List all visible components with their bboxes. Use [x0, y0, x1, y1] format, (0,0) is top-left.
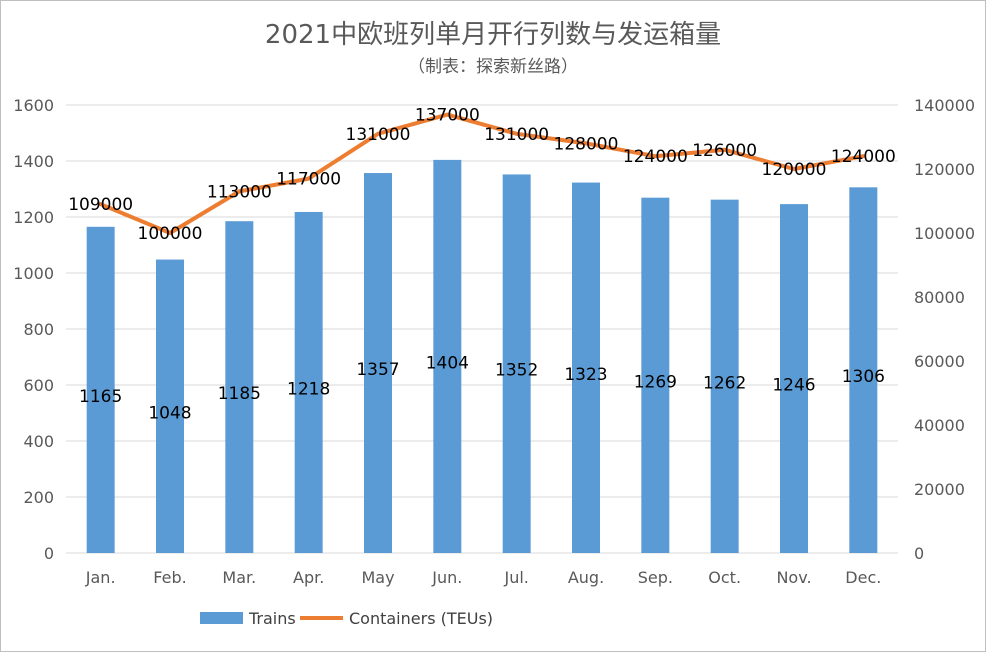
line-path [98, 112, 866, 235]
bar [225, 221, 254, 553]
left-axis-tick-label: 400 [23, 432, 54, 451]
right-axis-tick-label: 40000 [914, 416, 965, 435]
left-axis-tick-label: 1400 [13, 152, 54, 171]
bar [641, 197, 670, 553]
line-data-label: 113000 [207, 182, 272, 202]
left-axis-tick-label: 1600 [13, 96, 54, 115]
x-axis-label: Nov. [776, 568, 811, 587]
bar [849, 187, 878, 553]
chart-title: 2021中欧班列单月开行列数与发运箱量 [264, 20, 722, 50]
bar [294, 211, 323, 553]
line-data-label: 109000 [68, 195, 133, 215]
line-data-label: 124000 [831, 147, 896, 167]
legend-containers-label: Containers (TEUs) [349, 609, 493, 628]
left-axis-tick-label: 1200 [13, 208, 54, 227]
line-data-label: 124000 [623, 147, 688, 167]
bar-data-label: 1218 [287, 379, 330, 399]
bar [780, 204, 808, 553]
line-data-label: 120000 [762, 160, 827, 180]
gridlines [66, 104, 898, 554]
bar [502, 174, 531, 553]
x-axis-labels: Jan. Feb. Mar. Apr. May Jun. Jul. Aug. Sep. Oct. N… [85, 568, 882, 587]
x-axis-label: Mar. [222, 568, 256, 587]
bar-data-label: 1306 [842, 367, 885, 387]
legend-trains-swatch [200, 612, 243, 624]
left-axis-tick-label: 200 [23, 488, 54, 507]
bar-data-label: 1269 [634, 372, 677, 392]
left-axis-tick-label: 1000 [13, 264, 54, 283]
right-axis-tick-label: 120000 [914, 160, 975, 179]
chart-subtitle: （制表：探索新丝路） [408, 57, 578, 77]
left-axis-tick-label: 600 [23, 376, 54, 395]
x-axis-label: Feb. [153, 568, 186, 587]
bar-data-label: 1165 [79, 387, 122, 407]
line-data-label: 131000 [346, 125, 411, 145]
bar-data-label: 1048 [148, 403, 191, 423]
x-axis-label: Apr. [293, 568, 324, 587]
line-data-label: 117000 [276, 170, 341, 190]
bar-data-label: 1185 [218, 384, 261, 404]
legend-trains-label: Trains [248, 609, 296, 628]
bar-data-label: 1246 [772, 376, 815, 396]
right-axis-tick-label: 100000 [914, 224, 975, 243]
bar-data-label: 1352 [495, 361, 538, 381]
bar-data-label: 1262 [703, 373, 746, 393]
bar [433, 159, 462, 553]
right-axis-tick-label: 60000 [914, 352, 965, 371]
line-data-label: 128000 [554, 134, 619, 154]
bar [86, 226, 115, 554]
right-axis-tick-label: 20000 [914, 480, 965, 499]
bar [156, 259, 184, 553]
x-axis-label: Jul. [503, 568, 528, 587]
x-axis-label: Dec. [845, 568, 881, 587]
x-axis-label: Jan. [85, 568, 116, 587]
x-axis-label: May [361, 568, 394, 587]
bar-data-labels: 1165 1048 1185 1218 1357 1404 1352 1323 1269 1262… [79, 353, 885, 423]
right-axis-tick-label: 80000 [914, 288, 965, 307]
bar-data-label: 1323 [564, 365, 607, 385]
x-axis-label: Jun. [431, 568, 462, 587]
line-data-label: 137000 [415, 106, 480, 126]
line-data-label: 100000 [138, 224, 203, 244]
x-axis-label: Oct. [708, 568, 741, 587]
line-data-label: 131000 [484, 125, 549, 145]
line-series [98, 112, 866, 235]
right-axis-tick-label: 0 [914, 544, 924, 563]
line-data-label: 126000 [692, 141, 757, 161]
x-axis-label: Sep. [638, 568, 673, 587]
left-axis-tick-label: 800 [23, 320, 54, 339]
bar [710, 199, 739, 553]
bar [364, 173, 392, 554]
bar-data-label: 1404 [426, 353, 469, 373]
bar-series [86, 159, 878, 554]
legend: Trains Containers (TEUs) [200, 609, 493, 628]
left-axis-ticks: 0 200 400 600 800 1000 1200 1400 1600 [13, 96, 54, 563]
right-axis-tick-label: 140000 [914, 96, 975, 115]
bar-data-label: 1357 [356, 360, 399, 380]
left-axis-tick-label: 0 [44, 544, 54, 563]
bar [572, 182, 600, 553]
right-axis-ticks: 0 20000 40000 60000 80000 100000 120000 140000 [914, 96, 975, 563]
x-axis-label: Aug. [568, 568, 604, 587]
